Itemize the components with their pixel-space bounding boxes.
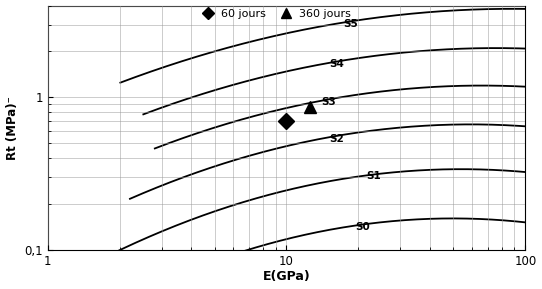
X-axis label: E(GPa): E(GPa) [262, 271, 311, 284]
Text: S5: S5 [343, 19, 358, 29]
Text: S3: S3 [321, 97, 337, 107]
Text: S4: S4 [330, 59, 344, 69]
Y-axis label: Rt (MPa)⁻: Rt (MPa)⁻ [5, 96, 18, 160]
Text: S0: S0 [356, 222, 370, 232]
Text: S2: S2 [330, 134, 344, 144]
Text: S1: S1 [366, 171, 381, 181]
Legend: 60 jours, 360 jours: 60 jours, 360 jours [196, 9, 351, 19]
